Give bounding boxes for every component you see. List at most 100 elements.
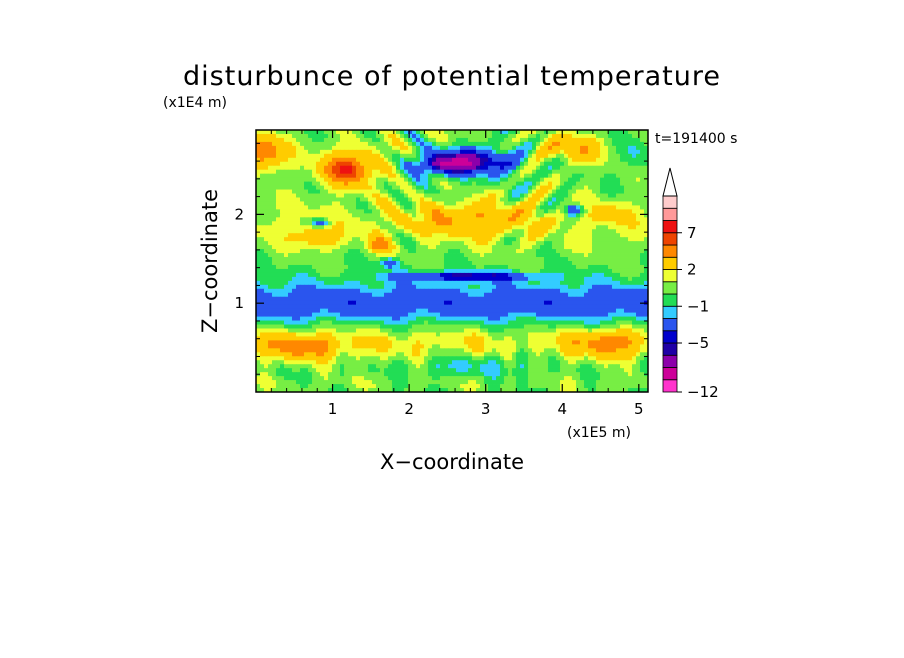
contour-cell [260,133,265,139]
contour-cell [452,320,457,325]
contour-cell [308,130,313,135]
contour-cell [512,161,517,167]
contour-cell [412,241,417,246]
contour-cell [280,197,285,202]
contour-cell [624,217,629,222]
contour-cell [544,324,549,329]
contour-cell [292,284,297,290]
contour-cell [540,177,545,183]
contour-cell [424,276,429,282]
contour-cell [380,133,385,139]
contour-cell [412,261,417,266]
contour-cell [492,316,497,321]
contour-cell [632,149,637,155]
contour-cell [380,241,385,246]
contour-cell [328,300,333,306]
contour-cell [308,233,313,238]
contour-cell [368,221,373,226]
contour-cell [312,316,317,321]
contour-cell [452,280,457,286]
contour-cell [256,320,261,325]
contour-cell [292,185,297,190]
contour-cell [460,304,465,310]
contour-cell [368,133,373,139]
contour-cell [392,189,397,194]
contour-cell [544,276,549,282]
contour-cell [388,209,393,214]
contour-cell [476,292,481,298]
contour-cell [336,181,341,186]
contour-cell [508,257,513,262]
contour-cell [520,328,525,333]
contour-cell [424,153,429,159]
contour-cell [416,324,421,329]
contour-cell [616,276,621,282]
contour-cell [616,233,621,238]
contour-cell [568,264,573,270]
contour-cell [540,229,545,234]
contour-cell [588,193,593,198]
contour-cell [324,137,329,143]
contour-cell [436,133,441,139]
contour-cell [604,312,609,317]
contour-cell [304,300,309,306]
contour-cell [480,205,485,210]
contour-cell [612,284,617,290]
contour-cell [316,141,321,147]
contour-cell [612,141,617,147]
contour-cell [560,268,565,274]
contour-cell [580,225,585,230]
contour-cell [348,177,353,183]
contour-cell [292,130,297,135]
contour-cell [424,149,429,155]
contour-cell [412,157,417,163]
contour-cell [276,185,281,190]
contour-cell [340,181,345,186]
contour-cell [584,177,589,183]
contour-cell [388,300,393,306]
contour-cell [332,308,337,314]
contour-cell [272,221,277,226]
contour-cell [492,233,497,238]
contour-cell [524,249,529,254]
contour-cell [436,237,441,242]
contour-cell [612,177,617,183]
contour-cell [500,229,505,234]
contour-cell [580,229,585,234]
contour-cell [640,233,645,238]
contour-cell [312,189,317,194]
contour-cell [428,304,433,310]
contour-cell [340,130,345,135]
contour-cell [280,141,285,147]
contour-cell [632,185,637,190]
contour-cell [400,233,405,238]
contour-cell [268,249,273,254]
contour-cell [432,201,437,206]
contour-cell [484,197,489,202]
contour-cell [448,268,453,274]
contour-cell [304,257,309,262]
contour-cell [268,149,273,155]
contour-cell [628,225,633,230]
contour-cell [268,320,273,325]
contour-cell [344,320,349,325]
contour-cell [312,137,317,143]
contour-cell [544,264,549,270]
contour-cell [564,165,569,171]
contour-cell [560,280,565,286]
contour-cell [360,288,365,294]
contour-cell [520,225,525,230]
contour-cell [380,177,385,183]
contour-cell [540,145,545,151]
contour-cell [500,225,505,230]
contour-cell [348,133,353,139]
contour-cell [440,161,445,167]
contour-cell [380,213,385,218]
contour-cell [356,173,361,179]
contour-cell [540,268,545,274]
contour-cell [464,312,469,317]
contour-cell [476,249,481,254]
contour-cell [632,193,637,198]
contour-cell [372,201,377,206]
contour-cell [428,209,433,214]
